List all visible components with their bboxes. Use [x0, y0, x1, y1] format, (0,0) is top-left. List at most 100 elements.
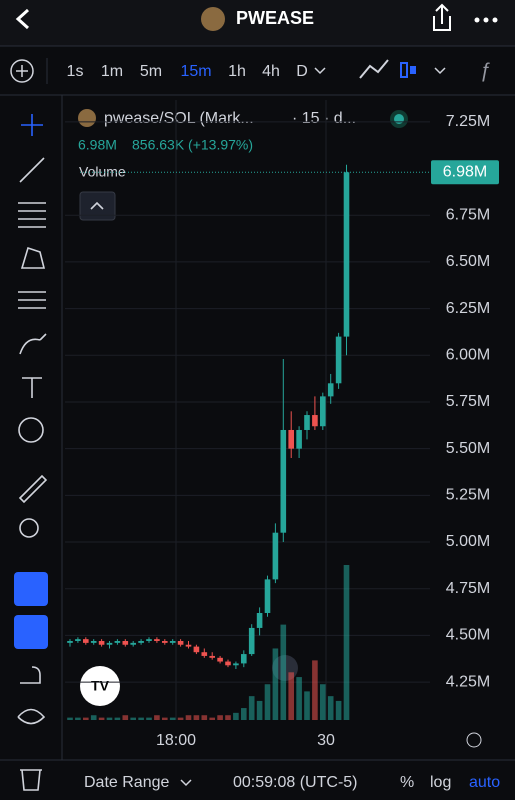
symbol-avatar	[78, 109, 96, 127]
projection-tool[interactable]	[18, 291, 46, 309]
legend-change: 856.63K (+13.97%)	[132, 137, 253, 153]
candle-body	[264, 579, 271, 613]
emoji-tool[interactable]	[18, 417, 44, 443]
more-button[interactable]	[474, 17, 498, 23]
candle-body	[241, 654, 247, 664]
candle-body	[185, 644, 192, 647]
volume-bar	[280, 624, 287, 720]
interval-button[interactable]: 1h	[228, 63, 246, 80]
symbol[interactable]: pwease/SOL (Mark...	[104, 110, 254, 127]
pattern-tool[interactable]	[20, 246, 46, 269]
volume-bar	[162, 717, 168, 720]
zoom-tool[interactable]	[19, 518, 39, 538]
volume-bar	[130, 717, 136, 720]
delete-tool[interactable]	[20, 769, 42, 791]
volume-label: Volume	[79, 164, 126, 180]
magnet-tool[interactable]	[14, 572, 48, 606]
volume-bar	[193, 715, 200, 720]
settings-button[interactable]	[466, 732, 482, 748]
text-tool[interactable]	[22, 377, 42, 398]
candle-body	[193, 646, 200, 653]
volume-bar	[201, 715, 208, 720]
x-tick-label: 30	[317, 732, 335, 749]
y-tick-label: 5.50M	[446, 440, 490, 457]
candle-body	[225, 661, 231, 666]
candle-body	[288, 429, 294, 449]
back-button[interactable]	[15, 8, 30, 30]
candle-body	[177, 641, 184, 645]
volume-bar	[138, 717, 144, 720]
volume-bar	[177, 717, 184, 720]
candle-body	[98, 641, 105, 645]
interval-button[interactable]: D	[296, 63, 308, 80]
candle-body	[327, 383, 334, 397]
add-button[interactable]	[10, 59, 34, 83]
volume-bar	[169, 717, 176, 720]
candle-body	[138, 641, 144, 643]
interval-menu[interactable]	[314, 67, 326, 75]
candle-button[interactable]	[400, 62, 416, 78]
candle-body	[162, 641, 168, 643]
stay-drawing-tool[interactable]	[14, 615, 48, 649]
crosshair-tool[interactable]	[21, 114, 43, 136]
volume-bar	[264, 684, 271, 720]
y-tick-label: 7.25M	[446, 113, 490, 130]
candle-body	[154, 639, 160, 642]
interval-button[interactable]: 1m	[101, 63, 123, 80]
candle-body	[335, 336, 342, 384]
tv-logo	[80, 666, 120, 706]
volume-bar	[248, 696, 255, 720]
interval-button[interactable]: 4h	[262, 63, 280, 80]
candle-body	[296, 429, 302, 449]
candle-body	[122, 641, 129, 645]
volume-bar	[106, 717, 113, 720]
y-tick-label: 6.75M	[446, 206, 490, 223]
indicators-button[interactable]: ƒ	[479, 59, 490, 81]
chart-type-menu[interactable]	[434, 67, 446, 75]
volume-bar	[75, 717, 81, 720]
line-chart-button[interactable]	[359, 59, 389, 79]
ruler-tool[interactable]	[18, 474, 48, 504]
interval-button[interactable]: 15m	[180, 63, 211, 80]
brush-tool[interactable]	[19, 333, 47, 355]
interval-button[interactable]: 5m	[140, 63, 162, 80]
volume-bar	[209, 717, 215, 720]
candle-body	[169, 641, 176, 643]
y-tick-label: 6.00M	[446, 347, 490, 364]
candle-body	[280, 429, 287, 533]
volume-bar	[320, 684, 326, 720]
collapse-button[interactable]	[79, 191, 116, 221]
candle-body	[146, 639, 152, 642]
y-tick-label: 6.25M	[446, 300, 490, 317]
add-icon	[16, 65, 28, 77]
share-button[interactable]	[433, 3, 451, 31]
lock-tool[interactable]	[20, 666, 41, 684]
volume-bar	[272, 648, 279, 720]
interval-button[interactable]: 1s	[67, 63, 84, 80]
volume-bar	[217, 715, 223, 720]
visibility-tool[interactable]	[17, 708, 46, 725]
auto-toggle[interactable]: auto	[469, 774, 500, 791]
volume-bar	[146, 717, 152, 720]
volume-bar	[296, 677, 302, 720]
title: PWEASE	[236, 8, 314, 28]
y-tick-label: 5.75M	[446, 393, 490, 410]
volume-bar	[67, 717, 73, 720]
last-price-label: 6.98M	[443, 163, 487, 180]
log-toggle[interactable]: log	[430, 774, 451, 791]
y-tick-label: 6.50M	[446, 253, 490, 270]
volume-bar	[327, 696, 334, 720]
candle-body	[83, 639, 89, 643]
last-price-box	[431, 160, 499, 185]
date-range-menu[interactable]	[180, 779, 192, 787]
fib-tool[interactable]	[18, 202, 46, 228]
y-tick-label: 5.25M	[446, 487, 490, 504]
percent-toggle[interactable]: %	[400, 774, 414, 791]
volume-bar	[225, 715, 231, 720]
date-range[interactable]: Date Range	[84, 774, 169, 791]
trendline-tool[interactable]	[19, 157, 45, 183]
candle-body	[106, 642, 113, 645]
volume-bar	[288, 672, 294, 720]
collapse-icon	[90, 201, 104, 210]
